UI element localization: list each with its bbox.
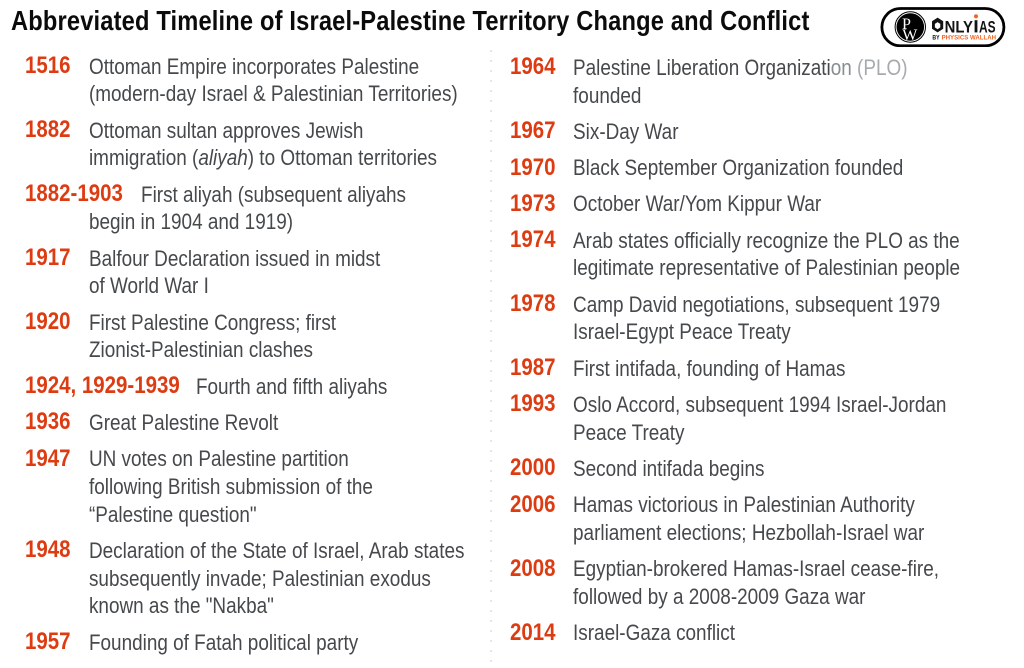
svg-text:PHYSICS WALLAH: PHYSICS WALLAH [942,35,996,42]
svg-text:BY: BY [932,35,940,42]
svg-text:NLY: NLY [945,18,973,36]
svg-text:AS: AS [979,18,996,36]
svg-text:P: P [902,16,911,33]
svg-text:W: W [902,27,918,44]
